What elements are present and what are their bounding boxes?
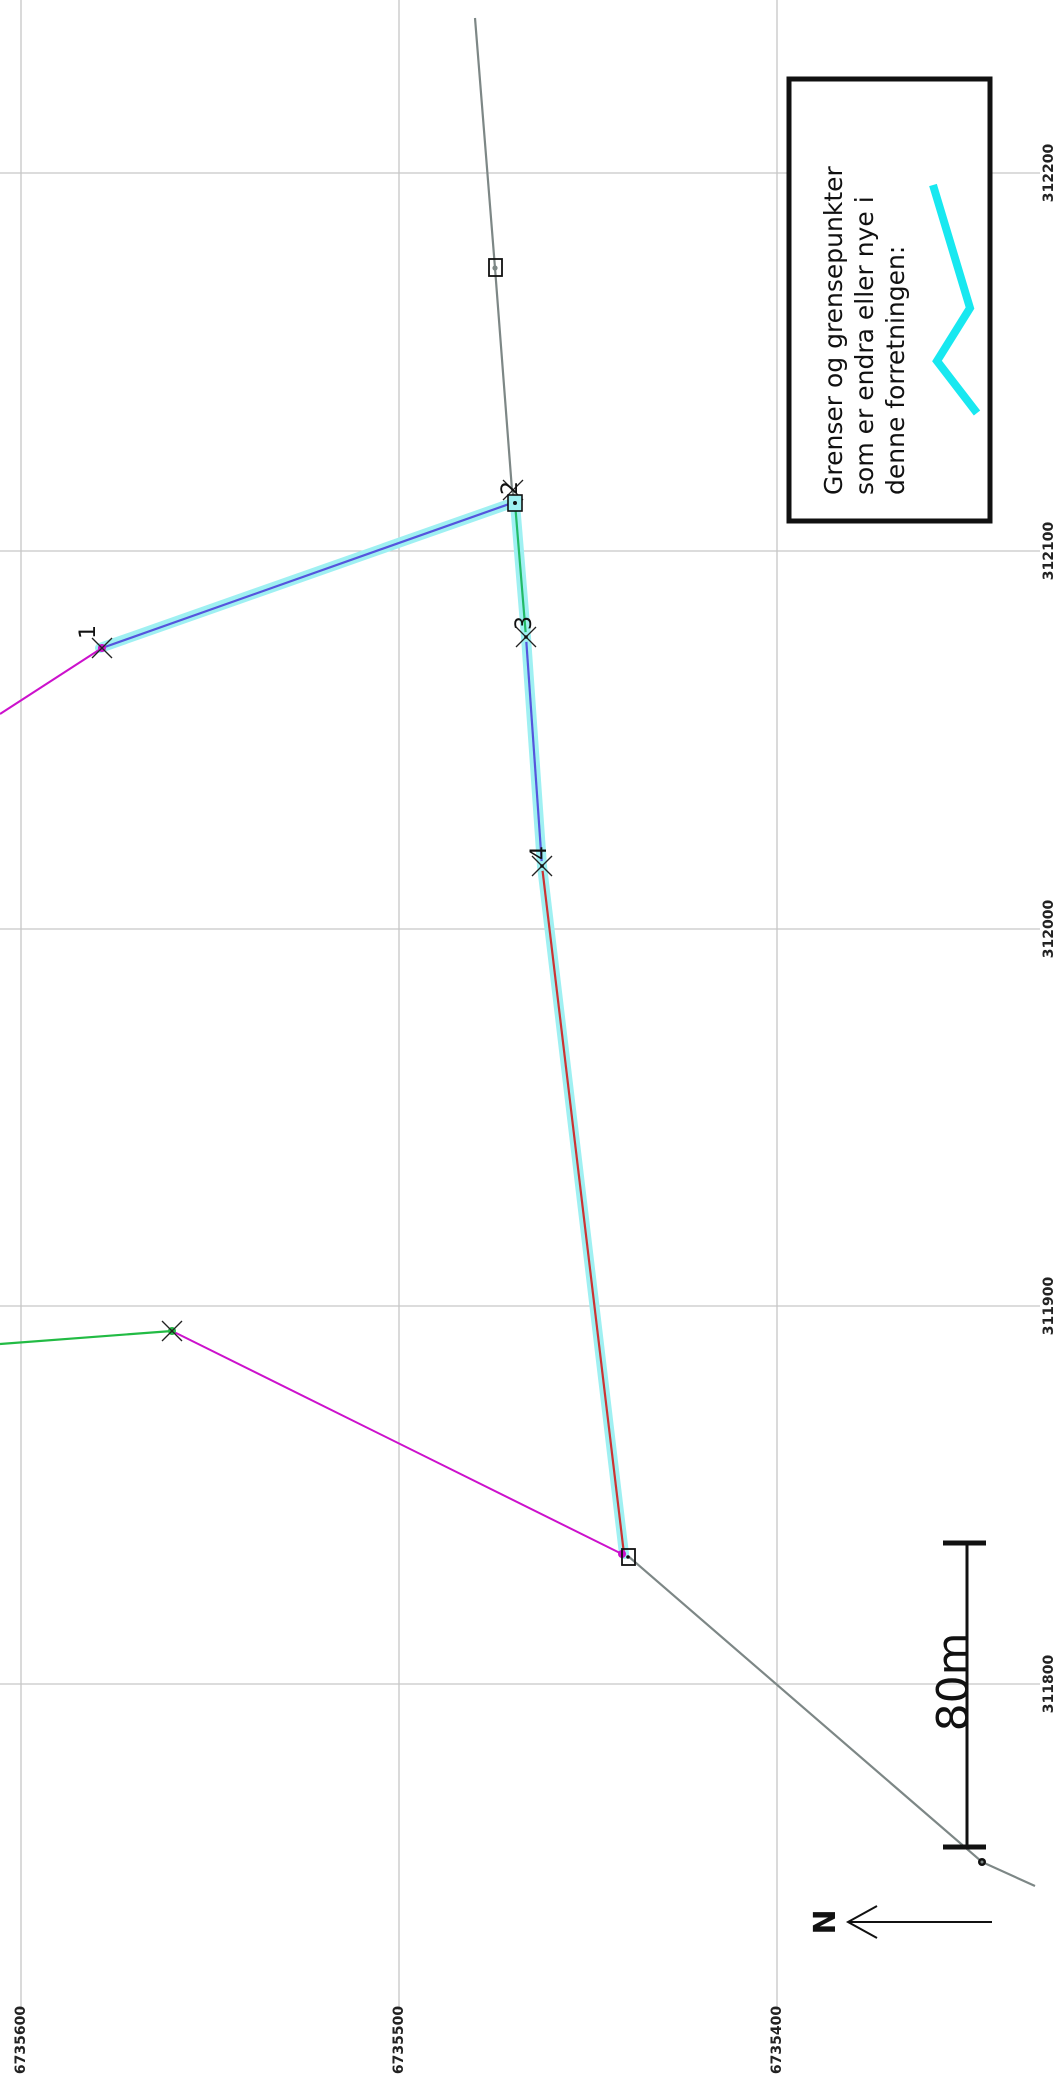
boundary-point-corner (618, 1548, 636, 1566)
changed-boundaries (101, 501, 626, 1555)
easting-label: 312100 (1041, 522, 1056, 581)
blue-boundary-segment-1-2 (101, 501, 513, 650)
boundary-point-3 (515, 626, 537, 648)
northing-label: 6735400 (769, 2006, 785, 2074)
green-boundary-line (0, 1329, 173, 1346)
magenta-boundary (0, 647, 623, 1555)
boundary-point-1 (91, 637, 113, 659)
magenta-boundary-line-south (171, 1330, 623, 1555)
boundary-point-existing (488, 258, 503, 277)
legend-box: Grenser og grensepunkter som er endra el… (786, 76, 993, 524)
northing-label: 6735500 (391, 2006, 407, 2074)
easting-label: 311900 (1041, 1277, 1056, 1336)
boundary-point-green (161, 1320, 183, 1342)
boundary-point-label-3: 3 (512, 616, 537, 630)
scale-bar-label: 80m (928, 1633, 979, 1732)
north-arrow: N (808, 1905, 992, 1939)
scale-bar (943, 1540, 986, 1850)
boundary-point-4 (531, 855, 553, 877)
legend-text-line-1: Grenser og grensepunkter (819, 165, 848, 495)
existing-boundary-line-upper (473, 17, 518, 504)
legend-text-line-2: som er endra eller nye i (850, 196, 879, 495)
easting-label: 311800 (1041, 1655, 1056, 1714)
blue-boundary-segment-3-4 (524, 636, 544, 867)
boundary-points: 1 2 3 4 (76, 258, 986, 1866)
legend-text-line-3: denne forretningen: (881, 246, 910, 495)
boundary-point-2 (502, 479, 524, 512)
grid-labels: 312200 312100 312000 311900 311800 67356… (13, 144, 1056, 2075)
changed-boundary-highlight (95, 498, 629, 1559)
legend-frame (786, 76, 993, 524)
easting-label: 312200 (1041, 144, 1056, 203)
north-arrow-head (845, 1905, 878, 1939)
legend-boundary-symbol (929, 183, 981, 416)
north-arrow-label: N (808, 1909, 843, 1934)
boundary-point-bottom (978, 1858, 986, 1866)
boundary-point-label-4: 4 (527, 846, 552, 860)
easting-label: 312000 (1041, 900, 1056, 959)
red-boundary-segment-4-corner (540, 865, 626, 1555)
highlight-segment (510, 498, 629, 1559)
magenta-boundary-line-west (0, 647, 103, 715)
northing-label: 6735600 (13, 2006, 29, 2074)
boundary-point-label-1: 1 (76, 625, 101, 639)
boundary-point-label-2: 2 (498, 481, 523, 495)
green-boundary-segment-2-3 (513, 502, 528, 638)
